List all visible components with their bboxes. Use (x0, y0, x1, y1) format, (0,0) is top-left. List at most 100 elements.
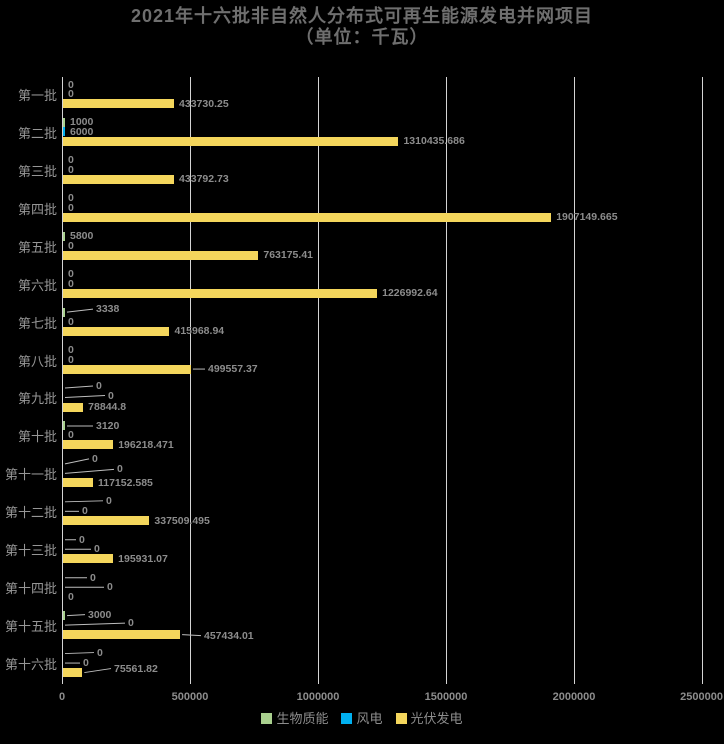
legend-swatch-icon (395, 713, 407, 724)
category-label: 第十四批 (4, 581, 57, 597)
data-label: 0 (94, 543, 100, 556)
data-label: 0 (68, 88, 74, 100)
data-label: 0 (108, 389, 114, 402)
bar-pv (63, 326, 170, 336)
bar-pv (63, 440, 114, 450)
data-label: 0 (82, 505, 88, 518)
bar-pv (63, 554, 114, 564)
category-label: 第十六批 (4, 657, 57, 673)
category-label: 第十五批 (4, 619, 57, 635)
data-label: 3120 (96, 419, 120, 432)
legend-item: 风电 (341, 711, 383, 726)
gridline (702, 77, 703, 684)
bar-wind (63, 127, 65, 137)
data-label: 1907149.665 (556, 211, 618, 224)
bar-pv (63, 99, 175, 108)
data-label: 0 (68, 277, 74, 290)
data-label: 0 (68, 239, 74, 252)
data-label: 3000 (88, 608, 112, 621)
bar-pv (63, 174, 175, 184)
data-label: 5800 (70, 230, 94, 243)
legend-label: 光伏发电 (410, 711, 463, 726)
legend-label: 生物质能 (276, 711, 329, 726)
category-label: 第八批 (17, 353, 57, 369)
leader-line (64, 458, 90, 465)
legend-item: 生物质能 (261, 711, 328, 726)
data-label: 0 (68, 344, 74, 357)
x-tick-label: 0 (58, 691, 66, 703)
bar-pv (63, 402, 84, 412)
leader-line (84, 668, 112, 674)
data-label: 0 (68, 429, 74, 442)
data-label: 0 (117, 463, 123, 476)
bar-pv (63, 136, 399, 146)
gridline (190, 77, 191, 684)
category-label: 第五批 (17, 239, 57, 255)
legend: 生物质能 风电 光伏发电 (0, 711, 724, 726)
category-label: 第三批 (17, 163, 57, 179)
data-label: 0 (97, 646, 103, 659)
data-label: 1310435.686 (403, 135, 465, 148)
data-label: 415968.94 (174, 325, 225, 338)
leader-line (64, 500, 104, 503)
legend-item: 光伏发电 (395, 711, 463, 726)
category-label: 第九批 (17, 391, 57, 407)
data-label: 6000 (70, 125, 94, 138)
category-label: 第十三批 (4, 543, 57, 559)
data-label: 0 (96, 380, 102, 392)
x-tick-label: 2500000 (680, 691, 723, 703)
data-label: 3338 (96, 303, 120, 316)
legend-swatch-icon (261, 713, 273, 724)
data-label: 0 (68, 353, 74, 366)
leader-line (64, 652, 95, 655)
leader-line (64, 468, 115, 474)
leader-line (64, 395, 106, 398)
data-label: 0 (68, 590, 74, 603)
data-label: 0 (68, 163, 74, 176)
data-label: 0 (68, 315, 74, 328)
bar-biomass (63, 231, 65, 241)
x-tick-label: 2000000 (552, 691, 596, 703)
data-label: 0 (106, 494, 112, 507)
data-label: 0 (90, 571, 96, 584)
bar-pv (63, 288, 378, 298)
category-label: 第四批 (17, 201, 57, 217)
data-label: 0 (68, 154, 74, 167)
data-label: 1000 (70, 116, 94, 129)
gridline (574, 77, 575, 684)
data-label: 457434.01 (204, 629, 254, 642)
leader-line (64, 385, 94, 389)
leader-line (182, 634, 202, 637)
bar-pv (63, 630, 181, 640)
chart-title-line1: 2021年十六批非自然人分布式可再生能源发电并网项目 (130, 6, 594, 26)
leader-line (66, 614, 86, 617)
category-label: 第十批 (17, 429, 57, 445)
category-label: 第二批 (17, 125, 57, 141)
data-label: 337509.495 (154, 514, 210, 527)
bar-biomass (63, 611, 65, 621)
chart-title: 2021年十六批非自然人分布式可再生能源发电并网项目 （单位：千瓦） (0, 6, 724, 48)
data-label: 0 (107, 581, 113, 594)
data-label: 1226992.64 (382, 287, 438, 300)
bar-biomass (63, 307, 65, 317)
gridline (318, 77, 319, 684)
category-label: 第十一批 (4, 467, 57, 483)
category-label: 第六批 (17, 277, 57, 293)
data-label: 433792.73 (179, 173, 229, 186)
data-label: 75561.82 (114, 662, 158, 675)
data-label: 0 (83, 657, 89, 670)
data-label: 196218.471 (118, 438, 174, 451)
bar-pv (63, 478, 93, 488)
data-label: 0 (68, 192, 74, 205)
legend-label: 风电 (356, 711, 383, 726)
x-tick-label: 1500000 (424, 691, 468, 703)
data-label: 117152.585 (97, 476, 153, 489)
data-label: 499557.37 (208, 363, 258, 376)
y-axis-line (62, 77, 63, 684)
data-label: 0 (68, 201, 74, 214)
bar-biomass (63, 117, 65, 127)
bar-pv (63, 668, 83, 678)
x-tick-label: 500000 (171, 691, 209, 703)
data-label: 195931.07 (118, 552, 168, 565)
